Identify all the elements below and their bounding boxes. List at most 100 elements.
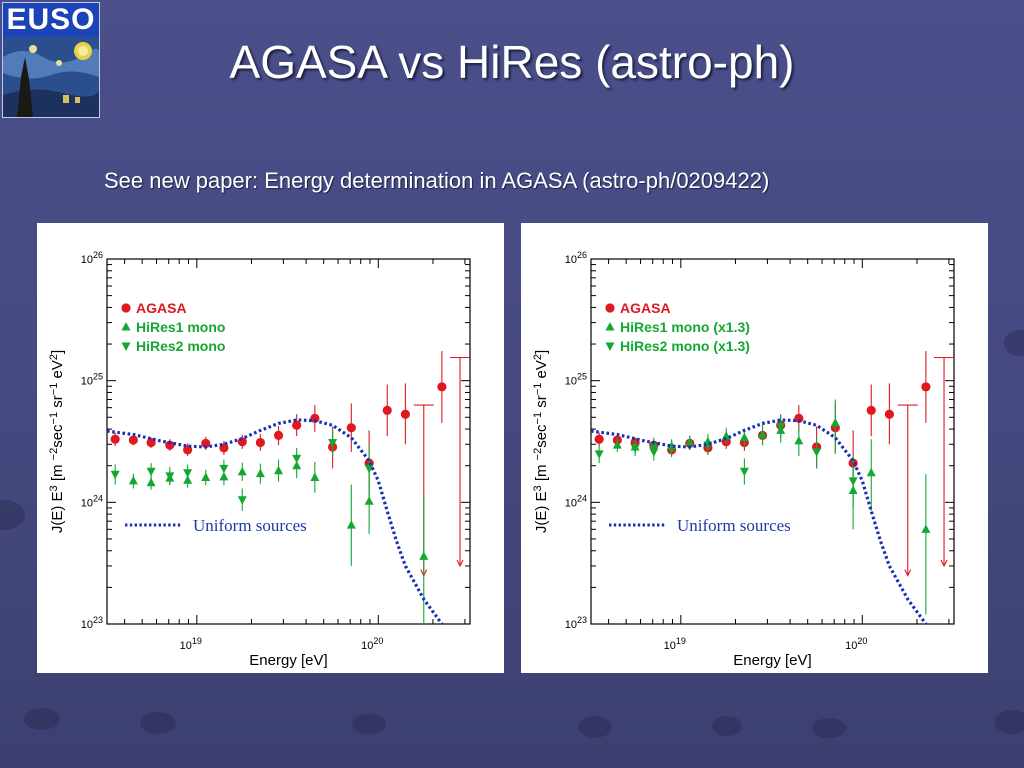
- logo-text: EUSO: [3, 3, 99, 37]
- agasa-point: [201, 438, 211, 449]
- legend-marker-agasa: [121, 303, 131, 313]
- agasa-upper-limit-arrow: [904, 569, 912, 577]
- x-axis-label: Energy [eV]: [249, 652, 327, 669]
- hires1-mono-x1-3-point: [612, 440, 622, 449]
- hires2-mono-x1-3-point: [848, 477, 858, 486]
- euso-logo: EUSO: [2, 2, 100, 118]
- y-axis-label: J(E) E3 [m −2sec−1 sr−1 eV2]: [532, 350, 550, 533]
- hires1-mono-x1-3-point: [758, 429, 768, 439]
- background-dot: [995, 710, 1024, 734]
- hires2-mono-x1-3-point: [812, 448, 822, 457]
- agasa-point: [255, 437, 265, 448]
- agasa-upper-limit-arrow: [940, 559, 948, 568]
- hires2-mono-x1-3-point: [739, 467, 749, 477]
- agasa-point: [437, 382, 447, 392]
- hires2-mono-point: [183, 469, 193, 478]
- agasa-point: [794, 413, 804, 423]
- legend-label-uniform-sources: Uniform sources: [193, 516, 307, 535]
- slide-title: AGASA vs HiRes (astro-ph): [229, 36, 795, 88]
- spectrum-chart-right: 1023 1024 1025 1026 1019 1020 Energy [eV] J(E) …: [532, 250, 955, 669]
- chart-panel-right: 1023 1024 1025 1026 1019 1020 Energy [eV] J(E) …: [521, 223, 988, 673]
- hires1-mono-point: [274, 465, 284, 475]
- slide-subtitle: See new paper: Energy determination in A…: [104, 168, 770, 193]
- hires2-mono-x1-3-point: [630, 444, 640, 453]
- x-tick-label: 1020: [361, 636, 383, 652]
- hires1-mono-point: [310, 472, 320, 481]
- hires2-mono-point: [292, 454, 302, 464]
- background-dot: [578, 716, 612, 738]
- legend-label-hires2-mono-x1-3: HiRes2 mono (x1.3): [620, 338, 750, 354]
- y-tick-label: 1025: [81, 372, 103, 388]
- hires1-mono-x1-3-point: [921, 524, 931, 533]
- uniform-sources-curve: [107, 418, 444, 624]
- agasa-point: [273, 430, 284, 440]
- plot-area: [591, 351, 954, 624]
- background-dot: [352, 714, 386, 734]
- background-dot: [1004, 330, 1024, 356]
- legend-marker-agasa: [605, 303, 615, 313]
- uniform-sources-curve: [591, 418, 928, 624]
- agasa-point: [165, 440, 175, 450]
- hires2-mono-x1-3-point: [776, 423, 786, 432]
- y-tick-label: 1024: [565, 493, 587, 509]
- agasa-upper-limit-arrow: [456, 559, 464, 568]
- x-tick-label: 1020: [845, 636, 867, 652]
- hires2-mono-x1-3-point: [649, 448, 659, 457]
- hires1-mono-x1-3-point: [830, 417, 840, 427]
- legend-label-agasa: AGASA: [136, 300, 187, 316]
- agasa-point: [110, 434, 120, 444]
- hires2-mono-point: [146, 467, 156, 477]
- plot-frame: [106, 258, 471, 625]
- background-dot: [24, 708, 60, 730]
- hires1-mono-point: [237, 466, 247, 476]
- x-tick-label: 1019: [664, 636, 686, 652]
- hires2-mono-point: [219, 464, 229, 474]
- background-dot: [712, 716, 742, 736]
- agasa-point: [346, 423, 356, 433]
- legend-marker-hires1-mono-x1-3: [605, 322, 615, 331]
- agasa-point: [594, 434, 604, 444]
- plot-frame: [590, 258, 955, 625]
- legend-label-hires1-mono-x1-3: HiRes1 mono (x1.3): [620, 319, 750, 335]
- y-tick-label: 1026: [565, 250, 587, 266]
- agasa-point: [866, 405, 876, 415]
- y-tick-label: 1025: [565, 372, 587, 388]
- hires1-mono-point: [419, 551, 429, 560]
- legend-marker-hires2-mono: [121, 342, 131, 351]
- hires1-mono-point: [255, 468, 265, 478]
- hires2-mono-point: [110, 470, 120, 480]
- legend-marker-hires2-mono-x1-3: [605, 342, 615, 351]
- hires1-mono-point: [128, 475, 138, 485]
- plot-area: [107, 351, 470, 624]
- x-tick-label: 1019: [180, 636, 202, 652]
- legend-label-hires2-mono: HiRes2 mono: [136, 338, 225, 354]
- hires1-mono-x1-3-point: [721, 431, 731, 440]
- hires2-mono-point: [328, 439, 338, 448]
- hires1-mono-x1-3-point: [739, 432, 749, 442]
- agasa-point: [884, 409, 894, 419]
- agasa-point: [292, 420, 302, 430]
- hires1-mono-point: [346, 520, 356, 529]
- hires2-mono-x1-3-point: [594, 450, 604, 459]
- agasa-point: [310, 413, 320, 423]
- background-dot: [0, 500, 25, 530]
- y-tick-label: 1023: [81, 615, 103, 631]
- chart-panel-left: 1023 1024 1025 1026 1019 1020 Energy [eV] J(E) …: [37, 223, 504, 673]
- hires1-mono-x1-3-point: [866, 467, 876, 477]
- agasa-point: [400, 409, 410, 419]
- legend-marker-hires1-mono: [121, 322, 131, 331]
- hires2-mono-point: [237, 496, 247, 505]
- spectrum-chart-left: 1023 1024 1025 1026 1019 1020 Energy [eV] J(E) …: [48, 250, 471, 669]
- background-dot: [140, 712, 176, 734]
- hires1-mono-point: [146, 477, 156, 487]
- hires1-mono-x1-3-point: [685, 437, 695, 447]
- agasa-point: [921, 382, 931, 392]
- y-tick-label: 1023: [565, 615, 587, 631]
- legend-label-agasa: AGASA: [620, 300, 671, 316]
- y-tick-label: 1024: [81, 493, 103, 509]
- y-tick-label: 1026: [81, 250, 103, 266]
- hires1-mono-point: [201, 472, 211, 481]
- x-axis-label: Energy [eV]: [733, 652, 811, 669]
- y-axis-label: J(E) E3 [m −2sec−1 sr−1 eV2]: [48, 350, 66, 533]
- agasa-point: [128, 435, 138, 445]
